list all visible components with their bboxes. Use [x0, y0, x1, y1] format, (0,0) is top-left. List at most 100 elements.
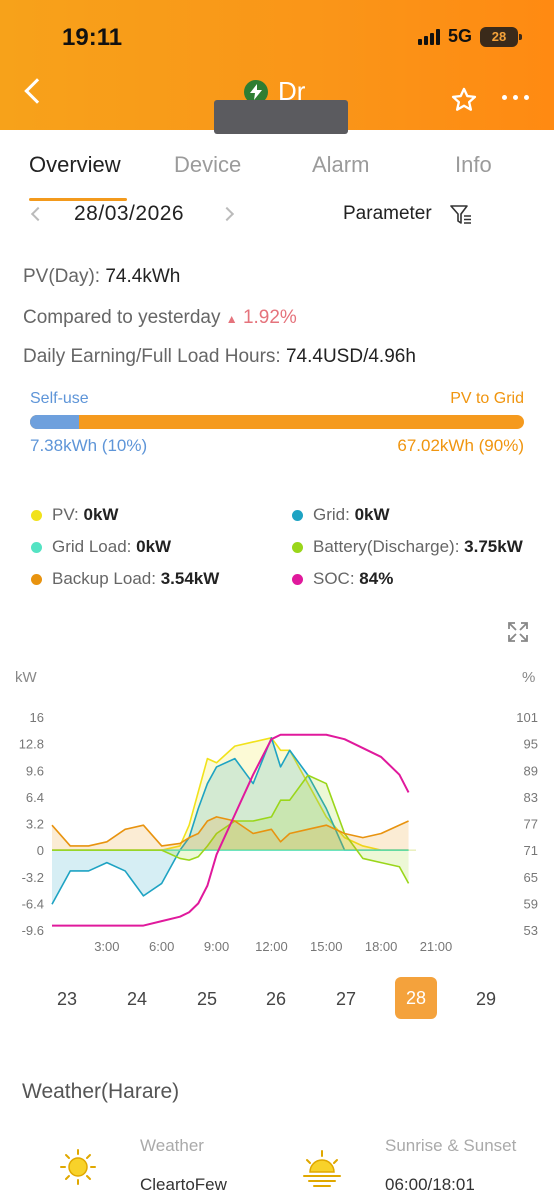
tab-info[interactable]: Info — [455, 152, 492, 177]
legend-soc: SOC: 84% — [292, 569, 393, 589]
tab-alarm[interactable]: Alarm — [312, 152, 370, 177]
current-date[interactable]: 28/03/2026 — [74, 202, 185, 225]
right-axis-label: % — [522, 669, 535, 686]
increase-icon: ▲ — [225, 312, 238, 326]
series-area-grid — [52, 737, 409, 905]
soc-dot — [292, 573, 303, 585]
day-28-selected[interactable]: 28 — [395, 977, 437, 1019]
earning-label: Daily Earning/Full Load Hours: — [23, 346, 281, 367]
weather-value: CleartoFew — [140, 1175, 227, 1194]
weather-label: Weather — [140, 1136, 204, 1155]
day-25[interactable]: 25 — [196, 988, 218, 1009]
earning-line: Daily Earning/Full Load Hours: 74.4USD/4… — [23, 346, 416, 368]
legend-grid: Grid: 0kW — [292, 505, 390, 525]
pv-day-label: PV(Day): — [23, 266, 101, 287]
self-use-value: 7.38kWh (10%) — [30, 436, 148, 455]
day-26[interactable]: 26 — [265, 988, 287, 1009]
self-use-label: Self-use — [30, 390, 89, 407]
redacted-block — [214, 100, 348, 134]
right-tick-label: 89 — [524, 763, 538, 778]
legend-pv: PV: 0kW — [31, 505, 118, 525]
day-24[interactable]: 24 — [126, 988, 148, 1009]
right-tick-label: 83 — [524, 790, 538, 805]
legend-grid-load: Grid Load: 0kW — [31, 537, 171, 557]
battery-level: 28 — [491, 29, 507, 44]
series-area-backup-load — [52, 816, 409, 851]
parameter-button[interactable]: Parameter — [343, 203, 432, 224]
series-line-battery-discharge- — [52, 774, 410, 884]
x-tick-label: 6:00 — [149, 939, 174, 954]
self-use-fill — [30, 415, 80, 429]
right-tick-label: 65 — [524, 870, 538, 885]
day-27[interactable]: 27 — [335, 988, 357, 1009]
x-tick-label: 18:00 — [365, 939, 398, 954]
backup-load-dot — [31, 573, 42, 585]
tab-overview[interactable]: Overview — [29, 152, 121, 177]
sun-label: Sunrise & Sunset — [385, 1136, 517, 1155]
app-header: 19:11 5G 28 Dr — [0, 0, 554, 134]
right-tick-label: 101 — [516, 710, 538, 725]
battery-dot — [292, 541, 303, 553]
back-icon[interactable] — [24, 78, 50, 104]
left-tick-label: 0 — [37, 843, 44, 858]
legend-label: PV: — [52, 505, 79, 524]
day-selector: 23 24 25 26 27 28 29 — [0, 977, 554, 1020]
day-29[interactable]: 29 — [475, 988, 497, 1009]
left-tick-label: 12.8 — [19, 737, 44, 752]
sunrise-icon — [303, 1150, 341, 1187]
legend-value: 0kW — [354, 505, 390, 524]
battery-icon: 28 — [480, 26, 522, 47]
left-tick-label: -3.2 — [22, 870, 44, 885]
tab-indicator — [29, 198, 127, 201]
legend-value: 3.54kW — [160, 569, 220, 588]
usage-bar-values: 7.38kWh (10%) 67.02kWh (90%) — [30, 436, 524, 456]
tab-bar: Overview Device Alarm Info — [0, 152, 554, 192]
legend-label: Grid Load: — [52, 537, 132, 556]
left-tick-label: -9.6 — [22, 923, 44, 938]
weather-title: Weather(Harare) — [22, 1080, 180, 1103]
signal-icon — [417, 28, 440, 45]
legend-label: Grid: — [313, 505, 350, 524]
star-icon[interactable] — [450, 86, 478, 114]
tab-device[interactable]: Device — [174, 152, 242, 177]
earning-value: 74.4USD/4.96h — [285, 346, 416, 367]
legend-value: 3.75kW — [464, 537, 523, 556]
left-tick-label: 3.2 — [26, 817, 44, 832]
legend-label: SOC: — [313, 569, 355, 588]
compared-label: Compared to yesterday — [23, 307, 221, 328]
status-time: 19:11 — [62, 24, 123, 51]
legend-value: 0kW — [83, 505, 119, 524]
compared-line: Compared to yesterday ▲ 1.92% — [23, 307, 297, 329]
sun-icon — [60, 1149, 96, 1185]
prev-date-icon[interactable] — [30, 206, 46, 222]
pv-to-grid-value: 67.02kWh (90%) — [397, 436, 524, 455]
x-tick-label: 3:00 — [94, 939, 119, 954]
legend-value: 0kW — [136, 537, 172, 556]
next-date-icon[interactable] — [219, 206, 235, 222]
legend-label: Backup Load: — [52, 569, 156, 588]
pv-day-line: PV(Day): 74.4kWh — [23, 266, 180, 288]
sun-value: 06:00/18:01 — [385, 1175, 475, 1194]
usage-bar — [30, 415, 524, 429]
legend-battery: Battery(Discharge): 3.75kW — [292, 537, 523, 557]
day-23[interactable]: 23 — [56, 988, 78, 1009]
power-chart: kW % 16 12.8 9.6 6.4 3.2 0 -3.2 -6.4 -9.6 101 95 89… — [15, 669, 538, 954]
left-tick-label: -6.4 — [22, 896, 44, 911]
grid-dot — [292, 509, 303, 521]
legend-label: Battery(Discharge): — [313, 537, 460, 556]
x-tick-label: 12:00 — [255, 939, 288, 954]
compared-value: 1.92% — [242, 307, 297, 328]
series-line-soc — [52, 733, 410, 927]
more-icon[interactable] — [502, 95, 529, 100]
left-tick-label: 16 — [30, 710, 44, 725]
right-tick-label: 95 — [524, 737, 538, 752]
expand-icon[interactable] — [506, 620, 530, 644]
legend-backup-load: Backup Load: 3.54kW — [31, 569, 219, 589]
series-area-pv — [52, 737, 409, 851]
pv-day-value: 74.4kWh — [105, 266, 181, 287]
left-tick-label: 6.4 — [26, 790, 44, 805]
status-indicators: 5G 28 — [417, 26, 522, 47]
left-tick-label: 9.6 — [26, 763, 44, 778]
filter-icon[interactable] — [450, 204, 472, 226]
x-tick-label: 15:00 — [310, 939, 343, 954]
